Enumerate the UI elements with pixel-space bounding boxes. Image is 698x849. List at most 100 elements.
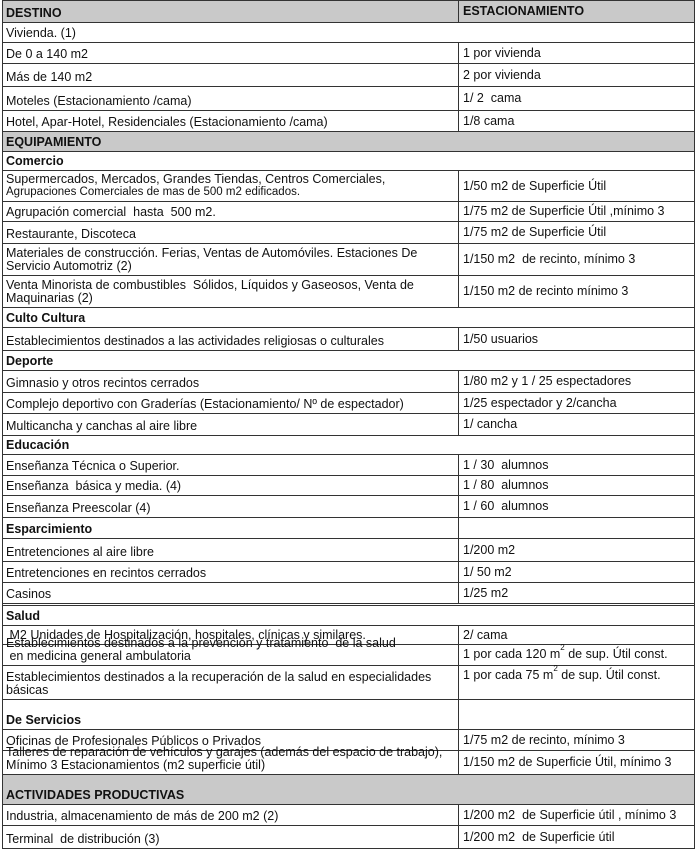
estacionamiento-text: 2/ cama — [463, 627, 508, 642]
destino-text: Restaurante, Discoteca — [6, 227, 136, 241]
destino-text: Talleres de reparación de vehículos y ga… — [6, 745, 446, 772]
destino-cell: Agrupación comercial hasta 500 m2. — [3, 202, 459, 221]
estacionamiento-text: 1/50 m2 de Superficie Útil — [463, 178, 607, 193]
destino-text: Supermercados, Mercados, Grandes Tiendas… — [6, 172, 386, 186]
subsection-row: De Servicios — [3, 699, 694, 729]
table-row: Enseñanza Técnica o Superior. 1 / 30 alum… — [3, 454, 694, 475]
destino-cell: Venta Minorista de combustibles Sólidos,… — [3, 276, 459, 307]
header-destino: DESTINO — [3, 1, 459, 22]
destino-cell: Establecimientos destinados a las activi… — [3, 328, 459, 350]
table-header: DESTINO ESTACIONAMIENTO — [3, 0, 694, 22]
destino-text: Industria, almacenamiento de más de 200 … — [6, 809, 279, 823]
table-row: Hotel, Apar-Hotel, Residenciales (Estaci… — [3, 110, 694, 131]
table-row: De 0 a 140 m2 1 por vivienda — [3, 42, 694, 63]
destino-cell: ACTIVIDADES PRODUCTIVAS — [3, 775, 694, 804]
destino-cell: Más de 140 m2 — [3, 64, 459, 86]
table-row: Gimnasio y otros recintos cerrados 1/80 m… — [3, 370, 694, 392]
table-row: Multicancha y canchas al aire libre 1/ ca… — [3, 413, 694, 435]
estacionamiento-text-tail: de sup. Útil const. — [564, 647, 668, 661]
destino-cell: Entretenciones en recintos cerrados — [3, 562, 459, 582]
destino-cell: Complejo deportivo con Graderías (Estaci… — [3, 393, 459, 413]
destino-cell: Oficinas de Profesionales Públicos o Pri… — [3, 730, 459, 750]
subsection-row: Salud — [3, 603, 694, 625]
destino-text: Enseñanza básica y media. (4) — [6, 479, 182, 493]
subsection-row: Esparcimiento — [3, 517, 694, 538]
estacionamiento-cell: 2/ cama — [459, 626, 694, 644]
estacionamiento-text: 1/200 m2 — [463, 542, 516, 557]
destino-text: Enseñanza Preescolar (4) — [6, 501, 151, 515]
table-row: Materiales de construcción. Ferias, Vent… — [3, 243, 694, 275]
destino-cell: Industria, almacenamiento de más de 200 … — [3, 805, 459, 825]
estacionamiento-text: 1/75 m2 de Superficie Útil ,mínimo 3 — [463, 204, 665, 218]
destino-cell: Establecimientos destinados a la prevenc… — [3, 637, 459, 665]
subsection-row: Vivienda. (1) — [3, 22, 694, 42]
destino-cell: Salud — [3, 606, 694, 625]
destino-text: Oficinas de Profesionales Públicos o Pri… — [6, 734, 261, 748]
destino-cell: Terminal de distribución (3) — [3, 826, 459, 848]
destino-cell: Gimnasio y otros recintos cerrados — [3, 371, 459, 392]
estacionamiento-cell: 1/200 m2 — [459, 539, 694, 561]
table-row: Establecimientos destinados a la recuper… — [3, 665, 694, 699]
estacionamiento-text: 1/150 m2 de Superficie Útil, mínimo 3 — [463, 755, 672, 769]
estacionamiento-cell: 2 por vivienda — [459, 64, 694, 86]
estacionamiento-cell: 1/200 m2 de Superficie útil — [459, 826, 694, 848]
destino-text: Culto Cultura — [6, 311, 86, 325]
estacionamiento-text: 1/80 m2 y 1 / 25 espectadores — [463, 374, 632, 388]
table-row: Industria, almacenamiento de más de 200 … — [3, 804, 694, 825]
destino-text: Esparcimiento — [6, 522, 93, 536]
destino-cell: Supermercados, Mercados, Grandes Tiendas… — [3, 171, 459, 201]
table-row: Complejo deportivo con Graderías (Estaci… — [3, 392, 694, 413]
destino-cell: Culto Cultura — [3, 308, 694, 327]
table-row: M2 Unidades de Hospitalización, hospital… — [3, 625, 694, 644]
destino-cell: Restaurante, Discoteca — [3, 222, 459, 243]
table-row: Restaurante, Discoteca 1/75 m2 de Superfi… — [3, 221, 694, 243]
table-row: Enseñanza Preescolar (4) 1 / 60 alumnos — [3, 495, 694, 517]
estacionamiento-cell: 1/75 m2 de recinto, mínimo 3 — [459, 730, 694, 750]
destino-cell: Materiales de construcción. Ferias, Vent… — [3, 244, 459, 275]
destino-text: EQUIPAMIENTO — [6, 135, 102, 149]
destino-text: Casinos — [6, 587, 52, 601]
destino-cell: Enseñanza Técnica o Superior. — [3, 455, 459, 475]
table-row: Agrupación comercial hasta 500 m2. 1/75 m… — [3, 201, 694, 221]
table-row: Casinos 1/25 m2 — [3, 582, 694, 603]
destino-text: Multicancha y canchas al aire libre — [6, 419, 198, 433]
estacionamiento-text: 1/25 m2 — [463, 585, 509, 600]
estacionamiento-cell: 1/75 m2 de Superficie Útil ,mínimo 3 — [459, 202, 694, 221]
estacionamiento-text: 1/ cancha — [463, 417, 518, 431]
table-row: Talleres de reparación de vehículos y ga… — [3, 746, 694, 774]
estacionamiento-text: 1 por cada 120 m — [463, 647, 561, 661]
estacionamiento-cell: 1/80 m2 y 1 / 25 espectadores — [459, 371, 694, 392]
destino-cell: Educación — [3, 436, 694, 454]
destino-text: Comercio — [6, 154, 64, 168]
header-estacionamiento: ESTACIONAMIENTO — [463, 4, 585, 18]
destino-cell: M2 Unidades de Hospitalización, hospital… — [3, 626, 459, 644]
destino-cell: Casinos — [3, 583, 459, 603]
estacionamiento-text: 1 / 60 alumnos — [463, 499, 549, 513]
destino-cell: Moteles (Estacionamiento /cama) — [3, 87, 459, 110]
destino-text: Establecimientos destinados a la prevenc… — [6, 636, 396, 650]
destino-cell: Esparcimiento — [3, 518, 459, 538]
estacionamiento-text-tail: de sup. Útil const. — [557, 668, 661, 682]
table-row: Oficinas de Profesionales Públicos o Pri… — [3, 729, 694, 750]
destino-text: Establecimientos destinados a las activi… — [6, 334, 384, 348]
estacionamiento-text: 1/50 usuarios — [463, 331, 539, 346]
destino-cell: Deporte — [3, 351, 694, 370]
estacionamiento-text: 1/200 m2 de Superficie útil , mínimo 3 — [463, 807, 677, 822]
table-row: Venta Minorista de combustibles Sólidos,… — [3, 275, 694, 307]
table-row: Entretenciones al aire libre 1/200 m2 — [3, 538, 694, 561]
destino-cell: Talleres de reparación de vehículos y ga… — [3, 746, 459, 774]
table-row: Más de 140 m2 2 por vivienda — [3, 63, 694, 86]
destino-text: ACTIVIDADES PRODUCTIVAS — [6, 788, 185, 802]
subsection-row: Educación — [3, 435, 694, 454]
destino-text: Gimnasio y otros recintos cerrados — [6, 376, 200, 390]
estacionamiento-cell — [459, 700, 694, 729]
destino-cell: Hotel, Apar-Hotel, Residenciales (Estaci… — [3, 111, 459, 131]
table-row: Supermercados, Mercados, Grandes Tiendas… — [3, 170, 694, 201]
destino-text: Enseñanza Técnica o Superior. — [6, 459, 180, 473]
table-row: Terminal de distribución (3) 1/200 m2 de … — [3, 825, 694, 848]
estacionamiento-cell: 1/150 m2 de recinto mínimo 3 — [459, 276, 694, 307]
estacionamiento-cell: 1 / 60 alumnos — [459, 496, 694, 517]
destino-text: Deporte — [6, 354, 54, 368]
destino-cell: EQUIPAMIENTO — [3, 132, 694, 151]
table-row: Entretenciones en recintos cerrados 1/ 50… — [3, 561, 694, 582]
